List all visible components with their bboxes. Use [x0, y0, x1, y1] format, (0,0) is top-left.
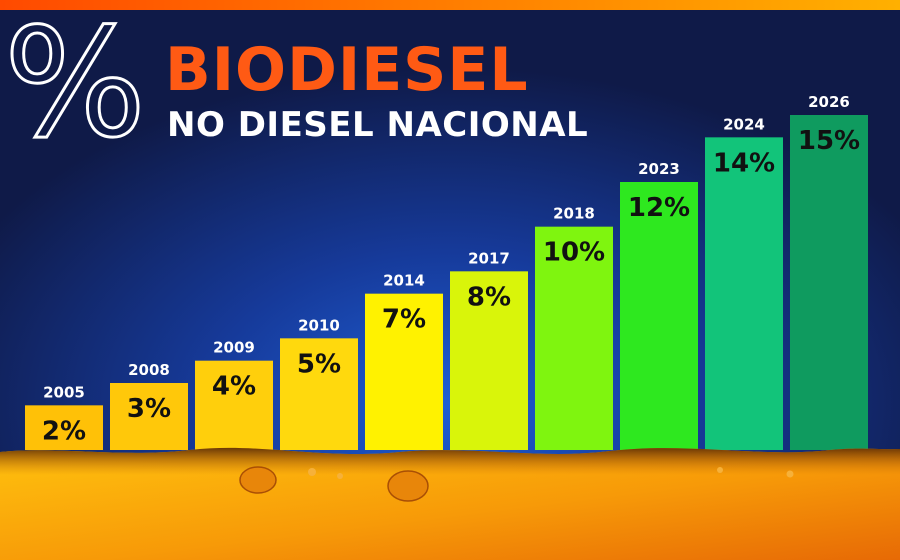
oil-bubble: [717, 467, 723, 473]
bar-2014: [365, 293, 443, 450]
value-label: 14%: [713, 148, 775, 178]
bar-2010: [280, 338, 358, 450]
value-label: 5%: [297, 349, 341, 379]
oil-droplet: [387, 470, 429, 502]
bar-2026: [790, 115, 868, 450]
year-label: 2026: [808, 93, 850, 111]
percent-symbol-icon: %: [4, 0, 147, 171]
year-label: 2023: [638, 160, 680, 178]
value-label: 12%: [628, 193, 690, 223]
oil-bubble: [337, 473, 343, 479]
bars-group: 2005 2% 2008 3% 2009 4% 2010 5% 2014 7% 2017 8% 2018…: [25, 93, 868, 451]
value-label: 15%: [798, 126, 860, 156]
value-label: 8%: [467, 282, 511, 312]
value-label: 2%: [42, 416, 86, 446]
year-label: 2024: [723, 115, 765, 133]
bar-2024: [705, 137, 783, 451]
bar-2018: [535, 226, 613, 450]
value-label: 7%: [382, 305, 426, 335]
year-label: 2018: [553, 205, 595, 223]
bar-2005: [25, 405, 103, 450]
year-label: 2010: [298, 316, 340, 334]
bar-2017: [450, 271, 528, 450]
year-label: 2005: [43, 383, 85, 401]
oil-bubble: [308, 468, 316, 476]
year-label: 2014: [383, 272, 425, 290]
oil-surface-edge: [0, 447, 900, 475]
value-label: 3%: [127, 394, 171, 424]
year-label: 2008: [128, 361, 170, 379]
year-label: 2009: [213, 339, 255, 357]
oil-droplet: [239, 466, 277, 494]
top-stripe: [0, 0, 900, 10]
bar-2009: [195, 360, 273, 450]
oil-bubble: [786, 470, 794, 478]
value-label: 10%: [543, 238, 605, 268]
page-subtitle: NO DIESEL NACIONAL: [167, 105, 588, 145]
page-title: BIODIESEL: [165, 35, 529, 105]
bar-2023: [620, 182, 698, 450]
year-label: 2017: [468, 249, 510, 267]
value-label: 4%: [212, 372, 256, 402]
bar-2008: [110, 383, 188, 450]
oil-surface: [0, 447, 900, 560]
